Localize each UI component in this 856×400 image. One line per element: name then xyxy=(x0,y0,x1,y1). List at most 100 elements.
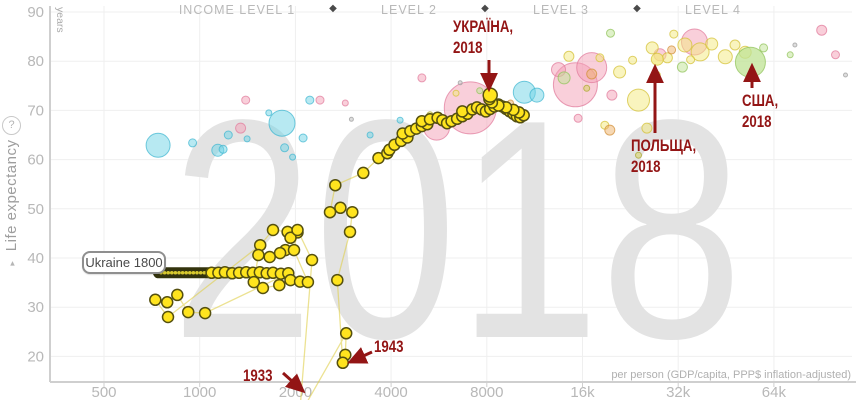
trail-point[interactable] xyxy=(456,105,469,118)
background-bubble[interactable] xyxy=(792,42,798,48)
trail-point[interactable] xyxy=(334,201,347,215)
background-bubble[interactable] xyxy=(188,138,198,148)
trail-point[interactable] xyxy=(256,281,270,295)
trail-point[interactable] xyxy=(336,356,350,370)
background-bubble[interactable] xyxy=(476,87,484,95)
background-bubble[interactable] xyxy=(235,122,247,134)
background-bubble[interactable] xyxy=(669,29,679,39)
x-tick-label: 8000 xyxy=(470,384,503,400)
background-bubble[interactable] xyxy=(341,99,349,107)
trail-point[interactable] xyxy=(346,205,359,219)
trail-point[interactable] xyxy=(331,273,344,287)
background-bubble[interactable] xyxy=(573,113,583,123)
background-bubble[interactable] xyxy=(667,45,677,55)
background-bubble[interactable] xyxy=(145,132,171,158)
background-bubble[interactable] xyxy=(241,95,251,105)
trail-point[interactable] xyxy=(247,275,261,289)
trail-point[interactable] xyxy=(329,178,342,192)
poland-2018-bubble[interactable] xyxy=(650,52,664,66)
trail-point[interactable] xyxy=(171,288,184,302)
background-bubble[interactable] xyxy=(606,89,618,101)
trail-point[interactable] xyxy=(343,225,357,239)
background-bubble[interactable] xyxy=(604,124,616,136)
background-bubble[interactable] xyxy=(705,37,719,51)
background-bubble[interactable] xyxy=(452,89,460,97)
poland-2018-label: ПОЛЬЩА, 2018 xyxy=(631,136,697,176)
background-bubble[interactable] xyxy=(218,144,228,154)
help-icon[interactable]: ? xyxy=(2,116,21,135)
background-bubble[interactable] xyxy=(843,72,848,78)
background-bubble[interactable] xyxy=(627,88,650,112)
background-bubble[interactable] xyxy=(595,53,605,63)
background-bubble[interactable] xyxy=(289,153,297,161)
y-axis-selector[interactable]: ? ▾ Life expectancy xyxy=(2,116,21,268)
background-bubble[interactable] xyxy=(265,109,273,117)
background-bubble[interactable] xyxy=(635,151,642,159)
background-bubble[interactable] xyxy=(759,43,769,53)
trail-point[interactable] xyxy=(339,327,353,340)
background-bubble[interactable] xyxy=(557,71,571,85)
background-bubble[interactable] xyxy=(645,41,659,55)
background-bubble[interactable] xyxy=(315,95,325,105)
x-tick-label: 16k xyxy=(570,384,595,400)
background-bubble[interactable] xyxy=(243,135,251,143)
trail-point[interactable] xyxy=(482,87,498,103)
background-bubble[interactable] xyxy=(298,133,308,143)
trail-point[interactable] xyxy=(160,296,174,309)
trail-point[interactable] xyxy=(198,306,212,320)
background-bubble[interactable] xyxy=(366,131,374,139)
trail-micro-point xyxy=(173,270,178,275)
trail-point[interactable] xyxy=(291,223,304,237)
background-bubble[interactable] xyxy=(729,39,741,51)
x-tick-label: 4000 xyxy=(374,384,407,400)
background-bubble[interactable] xyxy=(676,61,688,73)
background-bubble[interactable] xyxy=(223,130,233,140)
trail-point[interactable] xyxy=(273,246,287,260)
background-bubble[interactable] xyxy=(529,87,545,103)
y-tick-label: 90 xyxy=(27,4,44,21)
background-bubble[interactable] xyxy=(396,116,404,124)
background-bubble[interactable] xyxy=(613,65,627,79)
background-bubble[interactable] xyxy=(717,49,733,65)
background-bubble[interactable] xyxy=(641,122,653,134)
background-bubble[interactable] xyxy=(305,95,315,105)
trail-point[interactable] xyxy=(287,243,301,257)
background-bubble[interactable] xyxy=(677,37,693,53)
background-bubble[interactable] xyxy=(786,51,794,59)
background-bubble[interactable] xyxy=(280,143,290,153)
trail-point[interactable] xyxy=(263,250,276,264)
background-bubble[interactable] xyxy=(268,109,296,137)
usa-2018-bubble[interactable] xyxy=(734,46,766,78)
trail-point[interactable] xyxy=(305,253,319,267)
background-bubble[interactable] xyxy=(586,68,598,80)
trail-point[interactable] xyxy=(161,310,175,324)
trail-point[interactable] xyxy=(284,231,297,245)
background-bubble[interactable] xyxy=(563,50,575,62)
grid-layer: 500 1000 2000 4000 8000 16k 32k 64k908070605040… xyxy=(27,4,856,400)
background-bubble[interactable] xyxy=(690,42,710,62)
trail-point[interactable] xyxy=(266,223,280,237)
background-bubble[interactable] xyxy=(606,28,615,38)
trail-start-label[interactable]: Ukraine 1800 xyxy=(82,251,166,274)
trail-point[interactable] xyxy=(149,293,162,307)
background-bubble[interactable] xyxy=(816,24,828,36)
famine-1933-label: 1933 xyxy=(243,366,273,385)
trail-micro-point xyxy=(195,270,199,275)
trail-point[interactable] xyxy=(323,205,337,219)
trail-point[interactable] xyxy=(273,278,286,292)
trail-point[interactable] xyxy=(252,248,265,262)
background-bubble[interactable] xyxy=(348,116,354,122)
trail-point[interactable] xyxy=(357,166,370,180)
trail-point[interactable] xyxy=(301,275,315,289)
background-bubble[interactable] xyxy=(686,55,696,65)
x-tick-label: 500 xyxy=(91,384,116,400)
income-level-2-label: LEVEL 2 xyxy=(381,3,437,17)
background-bubble[interactable] xyxy=(417,73,427,83)
trail-micro-point xyxy=(184,270,188,275)
background-bubble[interactable] xyxy=(628,55,638,65)
background-bubble[interactable] xyxy=(831,50,840,60)
background-bubble[interactable] xyxy=(583,84,591,92)
trail-point[interactable] xyxy=(181,305,195,319)
background-bubble[interactable] xyxy=(457,80,463,86)
